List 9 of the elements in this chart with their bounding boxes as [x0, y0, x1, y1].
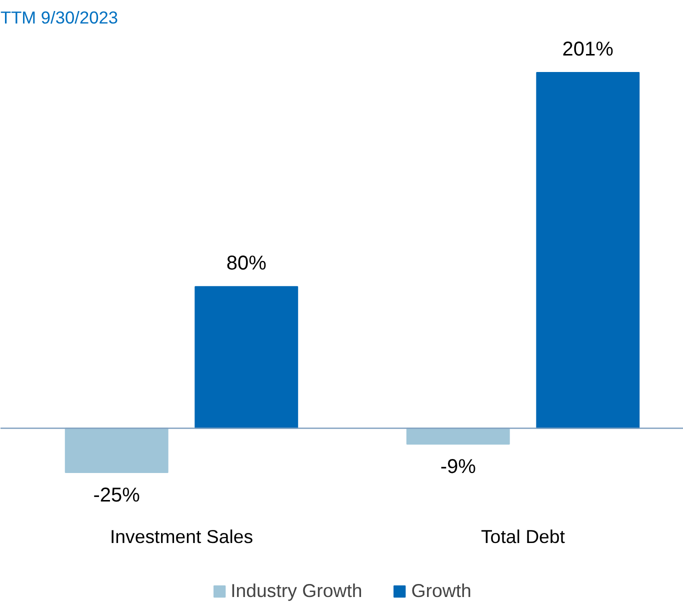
data-label: 80%	[226, 252, 267, 275]
data-label: -25%	[93, 484, 140, 506]
data-label: -9%	[440, 456, 476, 478]
legend-label: Industry Growth	[230, 580, 362, 602]
data-label: 201%	[562, 38, 614, 60]
x-tick-label: Investment Sales	[110, 526, 254, 547]
x-tick-label: Total Debt	[480, 526, 566, 547]
legend-label: Growth	[411, 580, 472, 602]
chart-title: TTM 9/30/2023	[0, 8, 118, 28]
